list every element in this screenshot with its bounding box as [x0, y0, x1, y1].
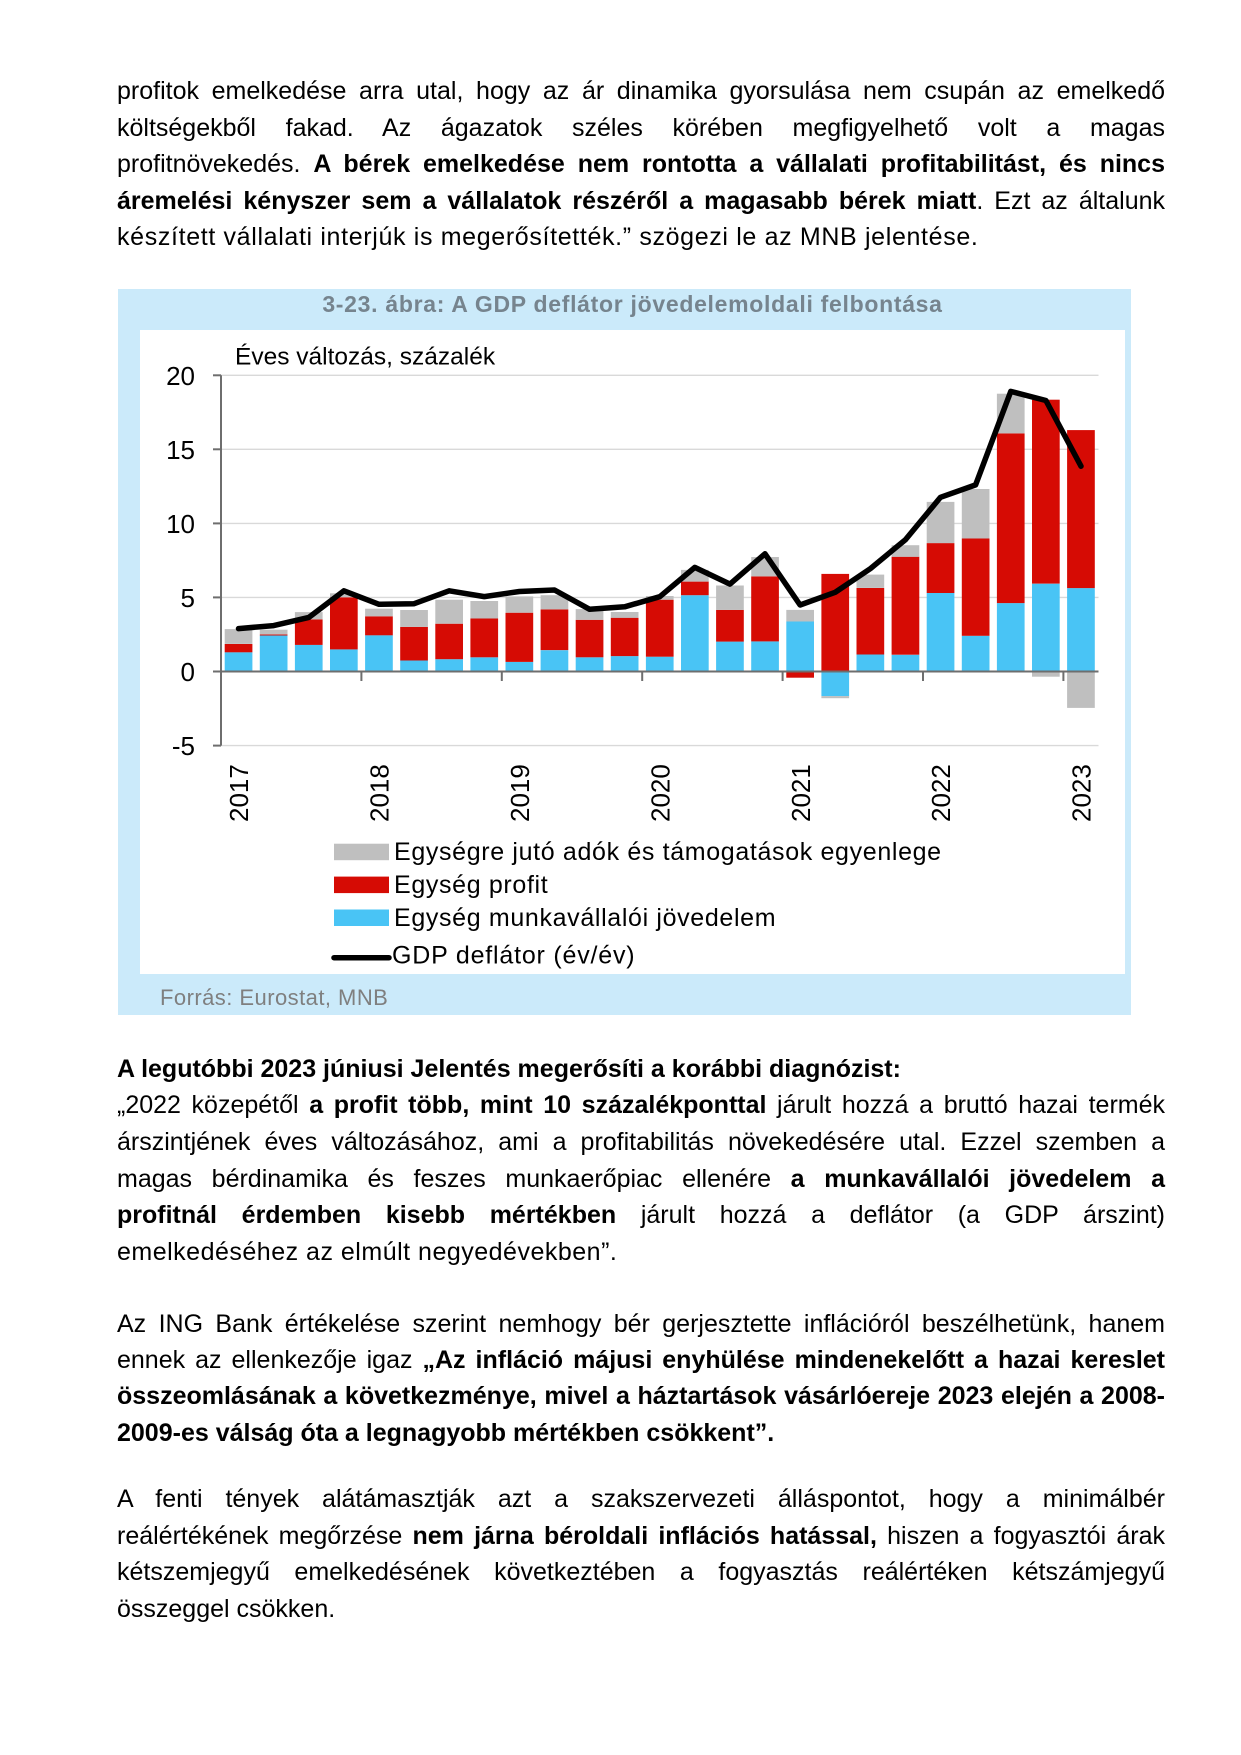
- svg-text:Egység munkavállalói jövedelem: Egység munkavállalói jövedelem: [394, 904, 776, 932]
- svg-text:GDP deflátor (év/év): GDP deflátor (év/év): [392, 941, 635, 969]
- svg-text:Egységre jutó adók és támogatá: Egységre jutó adók és támogatások egyenl…: [394, 838, 942, 866]
- svg-text:20: 20: [166, 361, 195, 391]
- svg-text:2020: 2020: [646, 764, 676, 822]
- svg-text:5: 5: [181, 583, 195, 613]
- svg-text:Éves változás, százalék: Éves változás, százalék: [235, 344, 496, 371]
- svg-text:-5: -5: [172, 731, 195, 761]
- svg-text:2018: 2018: [365, 764, 395, 822]
- svg-text:Egység profit: Egység profit: [394, 871, 548, 899]
- svg-text:2021: 2021: [786, 764, 816, 822]
- svg-text:2022: 2022: [926, 764, 956, 822]
- svg-text:15: 15: [166, 435, 195, 465]
- svg-text:2023: 2023: [1067, 764, 1097, 822]
- svg-text:10: 10: [166, 509, 195, 539]
- svg-text:2017: 2017: [224, 764, 254, 822]
- svg-text:0: 0: [181, 657, 195, 687]
- svg-text:2019: 2019: [505, 764, 535, 822]
